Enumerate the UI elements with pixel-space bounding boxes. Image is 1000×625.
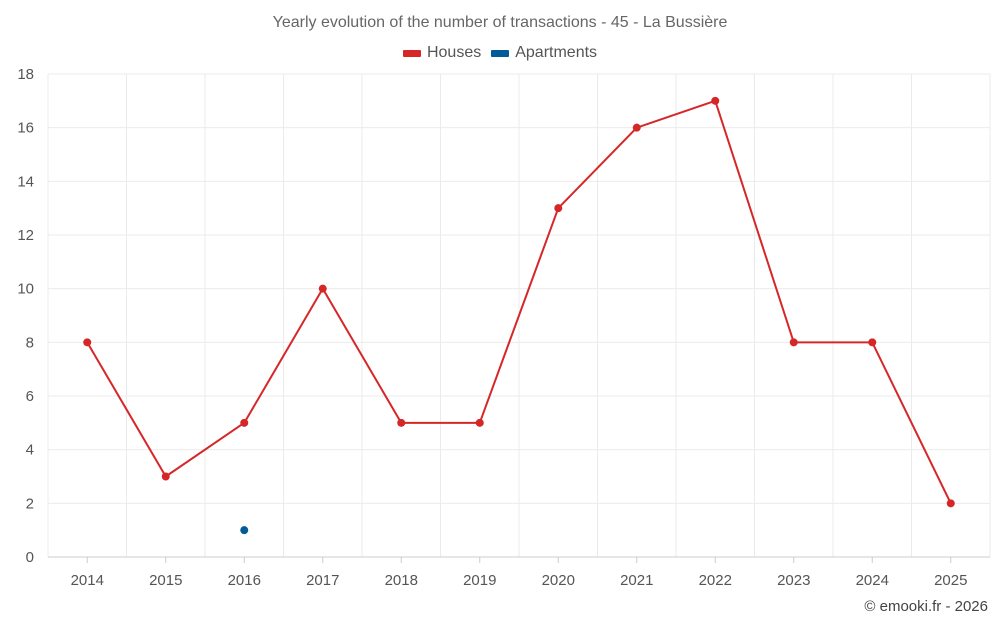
- y-tick-label: 10: [17, 281, 34, 298]
- data-point-houses: [554, 204, 563, 213]
- legend: Houses Apartments: [0, 44, 1000, 62]
- y-tick-label: 8: [26, 334, 34, 351]
- x-tick-label: 2023: [777, 572, 810, 589]
- y-tick-label: 12: [17, 227, 34, 244]
- data-point-houses: [711, 96, 720, 105]
- x-tick-label: 2020: [542, 572, 575, 589]
- x-tick-label: 2025: [934, 572, 967, 589]
- x-tick-label: 2014: [71, 572, 104, 589]
- series-line-houses: [86, 99, 952, 504]
- data-point-houses: [632, 123, 641, 132]
- x-tick-label: 2021: [620, 572, 653, 589]
- x-tick-label: 2016: [228, 572, 261, 589]
- x-tick-label: 2019: [463, 572, 496, 589]
- legend-label-houses: Houses: [426, 44, 482, 61]
- data-point-houses: [318, 284, 327, 293]
- data-point-houses: [475, 418, 484, 427]
- y-tick-label: 16: [17, 120, 34, 137]
- legend-item-houses[interactable]: Houses: [402, 44, 482, 62]
- x-tick-label: 2024: [856, 572, 889, 589]
- y-tick-label: 18: [17, 66, 34, 83]
- data-point-houses: [161, 472, 170, 481]
- data-point-houses: [789, 338, 798, 347]
- legend-swatch-houses: [402, 49, 421, 57]
- x-tick-label: 2022: [699, 572, 732, 589]
- series: [83, 96, 955, 535]
- legend-label-apartments: Apartments: [515, 44, 598, 61]
- gridlines: [47, 73, 991, 557]
- axes: 0 2 4 6 8 10 12 14 16 18 2014 2015 2016 2017 2018 2019 2…: [17, 66, 990, 589]
- data-point-houses: [83, 338, 92, 347]
- legend-swatch-apartments: [491, 49, 510, 57]
- legend-item-apartments[interactable]: Apartments: [491, 44, 597, 62]
- data-point-houses: [868, 338, 877, 347]
- x-tick-label: 2015: [149, 572, 182, 589]
- y-tick-label: 14: [17, 173, 34, 190]
- y-tick-label: 0: [26, 549, 34, 566]
- x-tick-label: 2017: [306, 572, 339, 589]
- y-tick-label: 6: [26, 388, 34, 405]
- chart-title: Yearly evolution of the number of transa…: [272, 14, 728, 31]
- data-point-houses: [946, 499, 955, 508]
- y-tick-label: 2: [26, 495, 34, 512]
- data-point-houses: [397, 418, 406, 427]
- x-tick-label: 2018: [385, 572, 418, 589]
- y-tick-label: 4: [26, 442, 34, 459]
- data-point-houses: [240, 418, 249, 427]
- data-point-apartments: [240, 526, 249, 535]
- copyright-credit: © emooki.fr - 2026: [864, 598, 988, 615]
